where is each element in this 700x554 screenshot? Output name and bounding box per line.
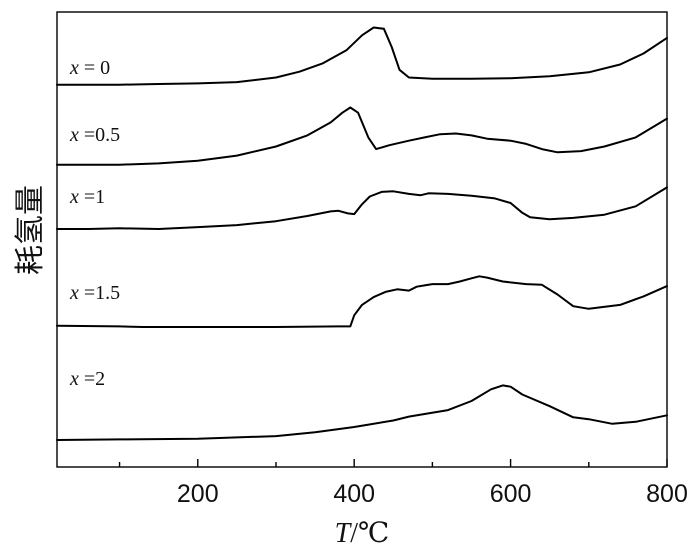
series-line bbox=[56, 26, 668, 86]
x-axis-title: T/℃ bbox=[335, 518, 390, 549]
series-label: x =1.5 bbox=[69, 282, 120, 304]
series-label: x = 0 bbox=[69, 57, 110, 79]
plot-frame bbox=[56, 11, 668, 468]
series-line bbox=[56, 106, 668, 166]
series-line bbox=[56, 186, 668, 230]
series-curves bbox=[56, 26, 668, 441]
x-tick-label: 800 bbox=[646, 480, 688, 508]
x-axis-ticks bbox=[118, 459, 668, 467]
series-label: x =0.5 bbox=[69, 124, 120, 146]
series-line bbox=[56, 275, 668, 328]
series-label: x =1 bbox=[69, 186, 105, 208]
y-axis-title: 耗氢量 bbox=[13, 185, 48, 275]
x-axis-title-variable: T bbox=[335, 518, 353, 549]
series-label: x =2 bbox=[69, 368, 105, 390]
x-tick-label: 400 bbox=[333, 480, 375, 508]
x-tick-label: 200 bbox=[177, 480, 219, 508]
series-labels: x = 0 x =0.5 x =1 x =1.5 x =2 bbox=[69, 57, 120, 390]
x-axis-title-unit: /℃ bbox=[350, 518, 389, 549]
x-axis-tick-labels: 200 400 600 800 bbox=[177, 480, 688, 508]
x-tick-label: 600 bbox=[490, 480, 532, 508]
series-line bbox=[56, 384, 668, 441]
